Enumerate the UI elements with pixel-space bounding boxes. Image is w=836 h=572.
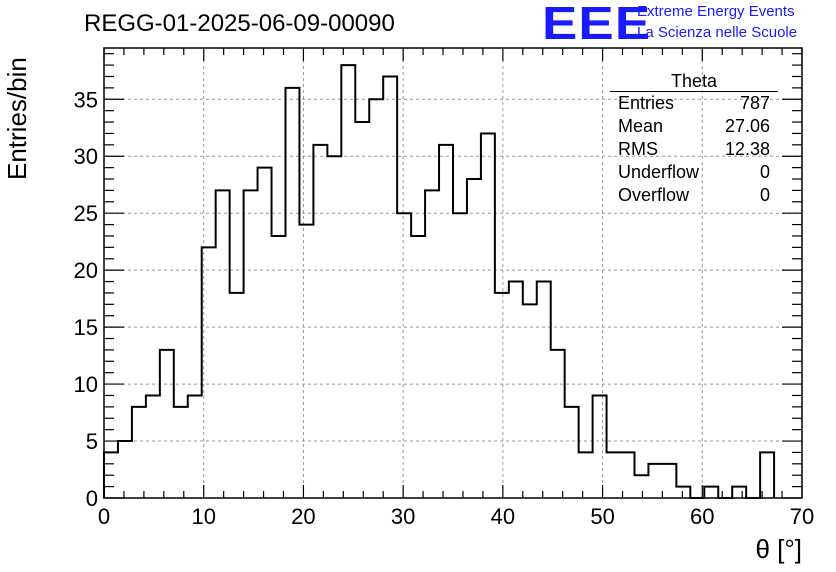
stats-box: Theta Entries 787 Mean 27.06 RMS 12.38 U… bbox=[610, 72, 778, 207]
y-axis-label: Entries/bin bbox=[2, 57, 32, 180]
x-tick-label: 30 bbox=[391, 504, 415, 529]
plot-frame bbox=[103, 47, 803, 499]
y-tick-label: 30 bbox=[74, 144, 98, 169]
logo-line-2: La Scienza nelle Scuole bbox=[637, 24, 798, 41]
y-tick-label: 5 bbox=[86, 429, 98, 454]
x-tick-label: 10 bbox=[191, 504, 215, 529]
stats-label: Mean bbox=[618, 116, 664, 136]
stats-row-underflow: Underflow 0 bbox=[610, 161, 778, 184]
tick-labels: 0 10 20 30 40 50 60 70 0 5 10 15 20 25 30 35 bbox=[74, 87, 815, 529]
stats-label: RMS bbox=[618, 139, 658, 159]
stats-value: 12.38 bbox=[724, 139, 770, 159]
stats-row-rms: RMS 12.38 bbox=[610, 138, 778, 161]
stats-label: Overflow bbox=[618, 185, 690, 205]
stats-label: Entries bbox=[618, 93, 675, 113]
histogram-outline bbox=[103, 64, 776, 499]
x-tick-label: 20 bbox=[291, 504, 315, 529]
stats-value: 0 bbox=[759, 185, 770, 205]
stats-row-entries: Entries 787 bbox=[610, 92, 778, 115]
stats-label: Underflow bbox=[618, 162, 700, 182]
stats-value: 787 bbox=[739, 93, 770, 113]
y-tick-label: 15 bbox=[74, 315, 98, 340]
stats-value: 27.06 bbox=[724, 116, 770, 136]
logo-line-1: Extreme Energy Events bbox=[637, 3, 795, 20]
x-tick-label: 0 bbox=[98, 504, 110, 529]
x-tick-label: 60 bbox=[690, 504, 714, 529]
y-tick-label: 25 bbox=[74, 201, 98, 226]
stats-title: Theta bbox=[610, 72, 778, 92]
chart-title: REGG-01-2025-06-09-00090 bbox=[84, 10, 395, 37]
x-tick-label: 70 bbox=[790, 504, 814, 529]
y-tick-label: 10 bbox=[74, 372, 98, 397]
y-tick-label: 35 bbox=[74, 87, 98, 112]
eee-logo: EEE bbox=[542, 0, 652, 49]
x-tick-label: 40 bbox=[491, 504, 515, 529]
y-tick-label: 0 bbox=[86, 486, 98, 511]
x-tick-label: 50 bbox=[590, 504, 614, 529]
stats-row-overflow: Overflow 0 bbox=[610, 184, 778, 207]
x-axis-label: θ [°] bbox=[755, 534, 802, 564]
stats-value: 0 bbox=[759, 162, 770, 182]
stats-row-mean: Mean 27.06 bbox=[610, 115, 778, 138]
y-tick-label: 20 bbox=[74, 258, 98, 283]
